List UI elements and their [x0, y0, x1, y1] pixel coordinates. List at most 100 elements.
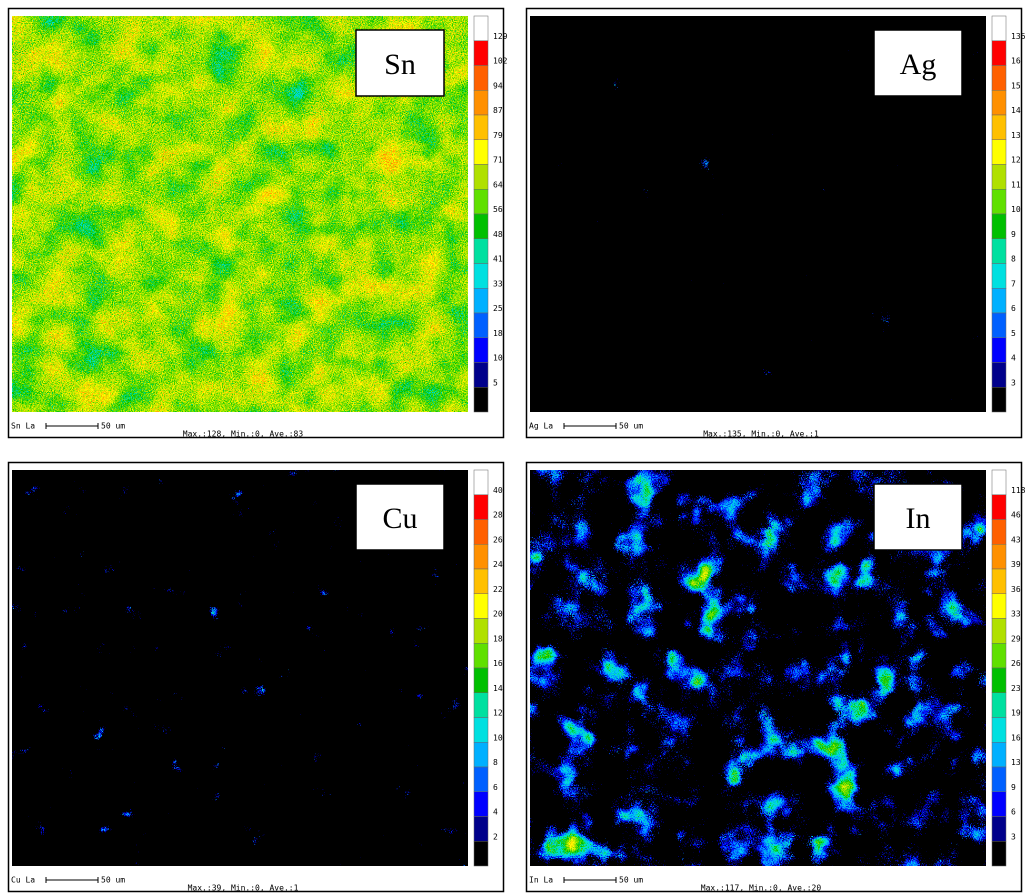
colorbar-swatch — [992, 742, 1006, 767]
scale-label: 79 — [493, 131, 503, 140]
scale-label: 22 — [493, 585, 503, 594]
colorbar-swatch — [992, 41, 1006, 66]
scale-label: 29 — [1011, 634, 1021, 643]
colorbar-swatch — [992, 363, 1006, 388]
scale-label: 41 — [493, 255, 503, 264]
scale-label: 23 — [1011, 684, 1021, 693]
scale-label: 7 — [1011, 279, 1016, 288]
colorbar-swatch — [474, 90, 488, 115]
colorbar-swatch — [474, 214, 488, 239]
scale-label: 10 — [493, 354, 503, 363]
scale-label: 9 — [1011, 230, 1016, 239]
scale-label: 10 — [1011, 205, 1021, 214]
colorbar-swatch — [992, 288, 1006, 313]
colorbar-swatch — [992, 165, 1006, 190]
map-stats: Max.:117, Min.:0, Ave.:20 — [701, 884, 822, 893]
scale-label: 13 — [1011, 758, 1021, 767]
colorbar-swatch — [474, 165, 488, 190]
colorbar-swatch — [474, 841, 488, 866]
colorbar-swatch — [992, 569, 1006, 594]
scale-label: 20 — [493, 610, 503, 619]
scale-label: 3 — [1011, 832, 1016, 841]
scale-label: 15 — [1011, 81, 1021, 90]
colorbar-swatch — [474, 792, 488, 817]
colorbar-swatch — [474, 569, 488, 594]
scale-label: 10 — [493, 733, 503, 742]
map-stats: Max.:135, Min.:0, Ave.:1 — [703, 430, 819, 439]
scale-label: 6 — [1011, 304, 1016, 313]
scale-label: 33 — [1011, 610, 1021, 619]
element-label: Ag — [900, 48, 937, 81]
colorbar-swatch — [474, 239, 488, 264]
scale-label: 13 — [1011, 131, 1021, 140]
colorbar-swatch — [474, 288, 488, 313]
colorbar-swatch — [474, 495, 488, 520]
colorbar-swatch — [474, 363, 488, 388]
scale-label: 19 — [1011, 709, 1021, 718]
map-stats: Max.:128, Min.:0, Ave.:83 — [183, 430, 304, 439]
scale-label: 28 — [493, 511, 503, 520]
map-stats: Max.:39, Min.:0, Ave.:1 — [188, 884, 299, 893]
scale-label: 11 — [1011, 180, 1021, 189]
colorbar-swatch — [992, 817, 1006, 842]
colorbar-swatch — [992, 264, 1006, 289]
scale-bar-label: 50 um — [619, 422, 643, 431]
scale-label: 71 — [493, 156, 503, 165]
line-label: Sn La — [11, 422, 35, 431]
panel: Cu40282624222018161412108642Cu La50 umMa… — [9, 463, 504, 893]
scale-label: 12 — [1011, 156, 1021, 165]
scale-label: 3 — [1011, 378, 1016, 387]
colorbar-swatch — [474, 767, 488, 792]
colorbar-swatch — [992, 214, 1006, 239]
scale-label: 16 — [493, 659, 503, 668]
colorbar-swatch — [474, 264, 488, 289]
scale-label: 102 — [493, 57, 508, 66]
scale-label: 136 — [1011, 32, 1026, 41]
scale-label: 8 — [493, 758, 498, 767]
scale-label: 14 — [493, 684, 503, 693]
colorbar-swatch — [992, 115, 1006, 140]
scale-label: 18 — [493, 634, 503, 643]
line-label: Cu La — [11, 876, 35, 885]
element-label: In — [906, 502, 931, 535]
colorbar-swatch — [474, 594, 488, 619]
colorbar-swatch — [474, 41, 488, 66]
scale-label: 129 — [493, 32, 508, 41]
colorbar-swatch — [474, 693, 488, 718]
colorbar-swatch — [474, 643, 488, 668]
colorbar-swatch — [474, 189, 488, 214]
scale-label: 6 — [493, 783, 498, 792]
colorbar-swatch — [992, 387, 1006, 412]
colorbar-swatch — [474, 668, 488, 693]
scale-label: 12 — [493, 709, 503, 718]
colorbar-swatch — [992, 520, 1006, 545]
colorbar-swatch — [474, 817, 488, 842]
scale-label: 46 — [1011, 511, 1021, 520]
colorbar-swatch — [992, 470, 1006, 495]
colorbar-swatch — [992, 189, 1006, 214]
scale-label: 16 — [1011, 733, 1021, 742]
colorbar-swatch — [474, 338, 488, 363]
scale-label: 5 — [1011, 329, 1016, 338]
colorbar-swatch — [992, 792, 1006, 817]
colorbar-swatch — [992, 643, 1006, 668]
colorbar-swatch — [992, 693, 1006, 718]
scale-label: 2 — [493, 832, 498, 841]
scale-bar-label: 50 um — [101, 876, 125, 885]
scale-label: 64 — [493, 180, 503, 189]
scale-bar-label: 50 um — [101, 422, 125, 431]
scale-label: 5 — [493, 378, 498, 387]
scale-label: 16 — [1011, 57, 1021, 66]
colorbar-swatch — [474, 387, 488, 412]
colorbar-swatch — [992, 767, 1006, 792]
colorbar-swatch — [474, 619, 488, 644]
colorbar-swatch — [474, 520, 488, 545]
scale-label: 8 — [1011, 255, 1016, 264]
colorbar-swatch — [992, 495, 1006, 520]
scale-label: 40 — [493, 486, 503, 495]
panel: Sn1291029487797164564841332518105Sn La50… — [9, 9, 508, 439]
scale-label: 87 — [493, 106, 503, 115]
colorbar-swatch — [992, 140, 1006, 165]
scale-label: 33 — [493, 279, 503, 288]
